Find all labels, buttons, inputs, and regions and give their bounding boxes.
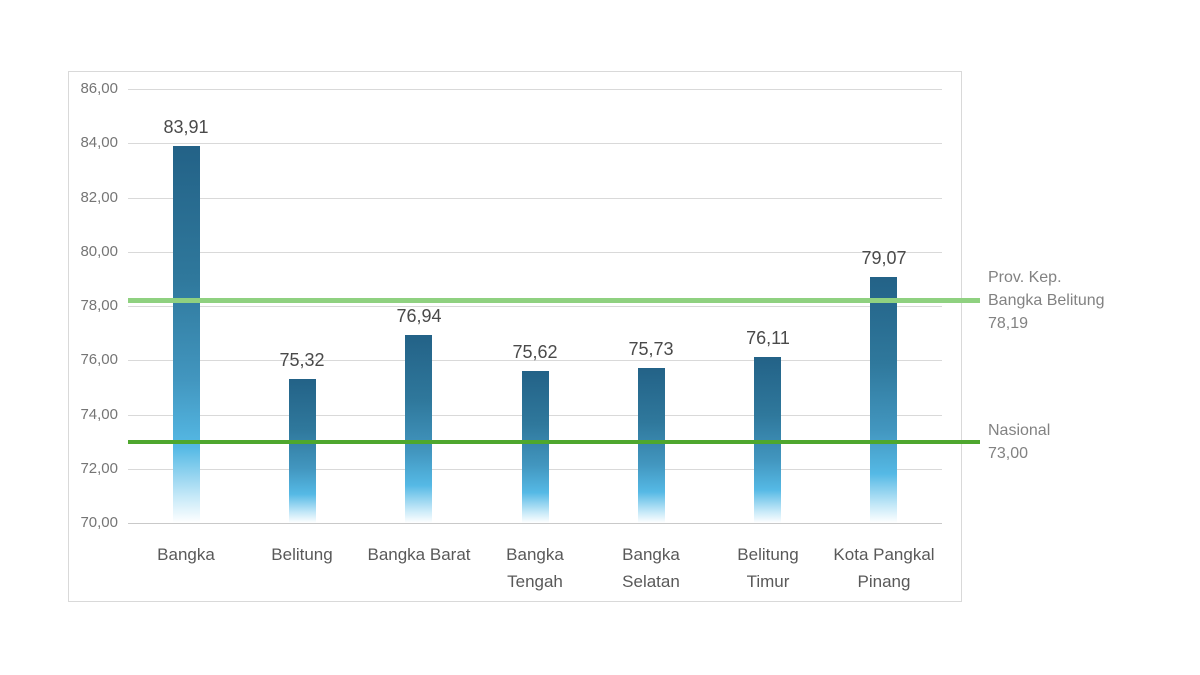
- gridline: [128, 198, 942, 199]
- category-label-line: Selatan: [622, 572, 680, 591]
- category-label: Bangka Tengah: [470, 541, 600, 595]
- category-label: Bangka: [121, 541, 251, 568]
- category-label-line: Timur: [746, 572, 790, 591]
- bar-value-label: 83,91: [163, 117, 209, 137]
- gridline: [128, 143, 942, 144]
- bar-value-label: 76,11: [746, 328, 790, 348]
- category-label: Kota Pangkal Pinang: [819, 541, 949, 595]
- reference-line-label-line: Bangka Belitung: [988, 292, 1105, 309]
- y-axis-tick-label: 76,00: [80, 351, 118, 368]
- reference-line-label-line: 78,19: [988, 315, 1029, 332]
- bar-bangka-barat: [405, 335, 432, 523]
- reference-line-label-nasional: Nasional 73,00: [988, 419, 1168, 465]
- y-axis-tick-label: 80,00: [80, 243, 118, 260]
- reference-line-label-provinsi: Prov. Kep. Bangka Belitung 78,19: [988, 266, 1168, 335]
- bar-value-label: 76,94: [396, 306, 442, 326]
- bar-bangka: [173, 146, 200, 523]
- category-label: Bangka Selatan: [586, 541, 716, 595]
- y-axis-tick-label: 72,00: [80, 460, 118, 477]
- gridline: [128, 360, 942, 361]
- y-axis-tick-label: 74,00: [80, 406, 118, 423]
- bar-value-label: 75,32: [279, 350, 325, 370]
- reference-line-provinsi: [128, 298, 980, 303]
- category-label: Belitung Timur: [703, 541, 833, 595]
- gridline: [128, 523, 942, 524]
- gridline: [128, 89, 942, 90]
- reference-line-label-line: Prov. Kep.: [988, 269, 1062, 286]
- y-axis-tick-label: 82,00: [80, 189, 118, 206]
- category-label-line: Bangka Barat: [367, 545, 471, 564]
- reference-line-label-line: Nasional: [988, 422, 1051, 439]
- category-label-line: Kota Pangkal: [833, 545, 935, 564]
- y-axis-tick-label: 70,00: [80, 514, 118, 531]
- category-label-line: Tengah: [507, 572, 563, 591]
- category-label-line: Bangka: [506, 545, 564, 564]
- bar-kota-pangkal-pinang: [870, 277, 897, 523]
- reference-line-label-line: 73,00: [988, 445, 1029, 462]
- gridline: [128, 252, 942, 253]
- bar-bangka-tengah: [522, 371, 549, 523]
- y-axis-tick-label: 86,00: [80, 80, 118, 97]
- bar-value-label: 75,73: [628, 339, 674, 359]
- category-label: Belitung: [237, 541, 367, 568]
- category-label-line: Bangka: [157, 545, 215, 564]
- category-label-line: Belitung: [271, 545, 333, 564]
- y-axis-tick-label: 84,00: [80, 134, 118, 151]
- category-label-line: Belitung: [737, 545, 799, 564]
- y-axis-tick-label: 78,00: [80, 297, 118, 314]
- category-label: Bangka Barat: [354, 541, 484, 568]
- category-label-line: Bangka: [622, 545, 680, 564]
- bar-bangka-selatan: [638, 368, 665, 523]
- bar-value-label: 75,62: [512, 342, 558, 362]
- gridline: [128, 306, 942, 307]
- reference-line-nasional: [128, 440, 980, 444]
- bar-value-label: 79,07: [861, 248, 907, 268]
- bar-belitung: [289, 379, 316, 523]
- category-label-line: Pinang: [857, 572, 911, 591]
- chart-frame: [68, 71, 962, 602]
